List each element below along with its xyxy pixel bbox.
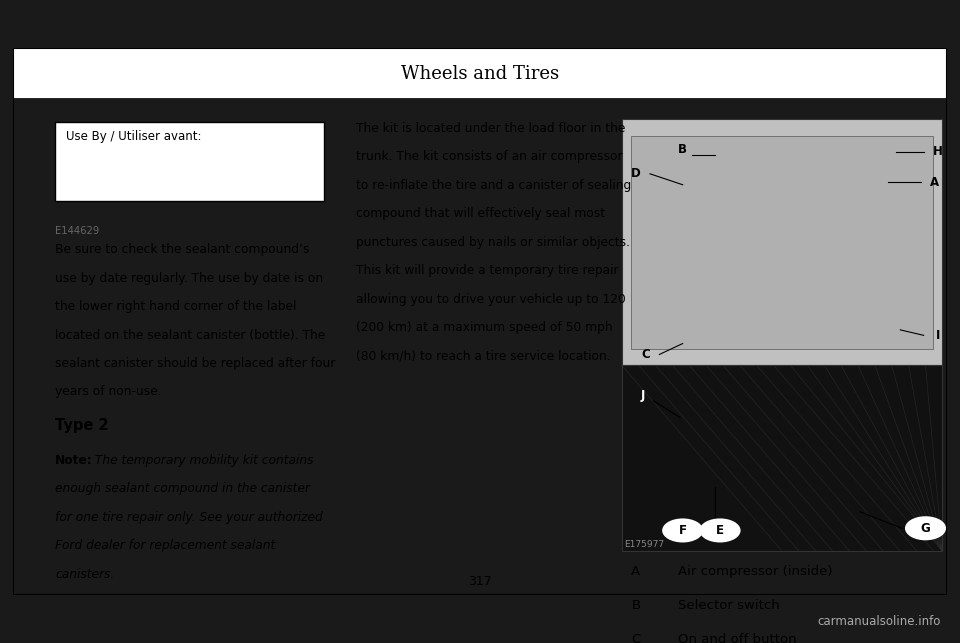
- Text: punctures caused by nails or similar objects.: punctures caused by nails or similar obj…: [356, 235, 630, 249]
- Text: Be sure to check the sealant compound’s: Be sure to check the sealant compound’s: [55, 243, 309, 257]
- Text: B: B: [632, 599, 640, 612]
- Text: E175977: E175977: [624, 539, 664, 548]
- Text: This kit will provide a temporary tire repair: This kit will provide a temporary tire r…: [356, 264, 618, 277]
- Text: The temporary mobility kit contains: The temporary mobility kit contains: [90, 454, 313, 467]
- Text: B: B: [678, 143, 687, 156]
- Circle shape: [905, 516, 946, 540]
- Text: Selector switch: Selector switch: [678, 599, 780, 612]
- Text: sealant canister should be replaced after four: sealant canister should be replaced afte…: [55, 357, 335, 370]
- Bar: [55, 122, 324, 201]
- Text: Air compressor (inside): Air compressor (inside): [678, 565, 832, 578]
- Text: C: C: [632, 633, 640, 643]
- Text: use by date regularly. The use by date is on: use by date regularly. The use by date i…: [55, 272, 324, 285]
- Text: 317: 317: [468, 575, 492, 588]
- Text: trunk. The kit consists of an air compressor: trunk. The kit consists of an air compre…: [356, 150, 622, 163]
- Text: C: C: [641, 348, 650, 361]
- Circle shape: [662, 518, 704, 543]
- Bar: [13, 48, 947, 100]
- Text: The kit is located under the load floor in the: The kit is located under the load floor …: [356, 122, 625, 135]
- Text: years of non-use.: years of non-use.: [55, 386, 161, 399]
- Text: D: D: [631, 167, 641, 180]
- Text: On and off button: On and off button: [678, 633, 797, 643]
- Text: enough sealant compound in the canister: enough sealant compound in the canister: [55, 482, 310, 495]
- Bar: [632, 136, 933, 349]
- Text: allowing you to drive your vehicle up to 120: allowing you to drive your vehicle up to…: [356, 293, 626, 305]
- Text: to re-inflate the tire and a canister of sealing: to re-inflate the tire and a canister of…: [356, 179, 631, 192]
- Text: canisters.: canisters.: [55, 568, 114, 581]
- Text: for one tire repair only. See your authorized: for one tire repair only. See your autho…: [55, 511, 323, 524]
- Bar: [13, 100, 947, 111]
- Circle shape: [700, 518, 740, 543]
- Text: I: I: [935, 329, 940, 342]
- Text: G: G: [921, 521, 930, 535]
- Text: A: A: [632, 565, 640, 578]
- Text: F: F: [679, 524, 686, 537]
- Text: A: A: [930, 176, 940, 188]
- Text: Type 2: Type 2: [55, 419, 108, 433]
- Bar: [622, 365, 943, 551]
- Text: Note:: Note:: [55, 454, 93, 467]
- Text: Ford dealer for replacement sealant: Ford dealer for replacement sealant: [55, 539, 276, 552]
- Text: compound that will effectively seal most: compound that will effectively seal most: [356, 207, 605, 220]
- Text: Use By / Utiliser avant:: Use By / Utiliser avant:: [66, 130, 202, 143]
- Text: Wheels and Tires: Wheels and Tires: [401, 65, 559, 83]
- Text: (80 km/h) to reach a tire service location.: (80 km/h) to reach a tire service locati…: [356, 349, 611, 363]
- Text: located on the sealant canister (bottle). The: located on the sealant canister (bottle)…: [55, 329, 325, 341]
- Text: J: J: [640, 389, 645, 402]
- Text: H: H: [933, 145, 943, 158]
- Text: E144629: E144629: [55, 226, 99, 236]
- Bar: [622, 119, 943, 365]
- Text: E: E: [716, 524, 724, 537]
- Text: the lower right hand corner of the label: the lower right hand corner of the label: [55, 300, 297, 313]
- Text: (200 km) at a maximum speed of 50 mph: (200 km) at a maximum speed of 50 mph: [356, 321, 612, 334]
- Text: carmanualsoline.info: carmanualsoline.info: [817, 615, 941, 628]
